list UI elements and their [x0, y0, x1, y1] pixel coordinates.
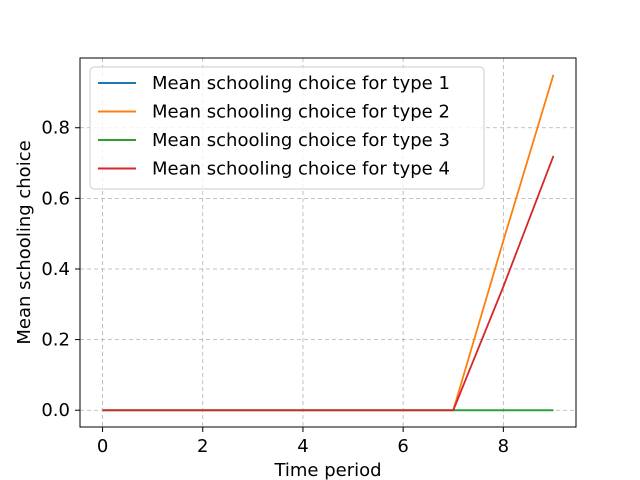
x-tick-label: 0 [97, 436, 108, 457]
legend-label-type-1: Mean schooling choice for type 1 [152, 73, 450, 94]
y-tick-label: 0.0 [41, 400, 70, 421]
x-axis-ticks: 0 2 4 6 8 [97, 427, 509, 457]
legend-label-type-3: Mean schooling choice for type 3 [152, 130, 450, 151]
y-axis-ticks: 0.0 0.2 0.4 0.6 0.8 [41, 118, 80, 421]
y-axis-label: Mean schooling choice [14, 140, 35, 344]
y-tick-label: 0.6 [41, 188, 70, 209]
y-tick-label: 0.4 [41, 259, 70, 280]
legend: Mean schooling choice for type 1 Mean sch… [89, 66, 485, 190]
x-tick-label: 8 [498, 436, 509, 457]
x-axis-label: Time period [273, 460, 381, 480]
x-tick-label: 4 [297, 436, 308, 457]
series-line-type-4 [102, 155, 555, 412]
legend-box [89, 66, 485, 190]
x-tick-label: 2 [197, 436, 208, 457]
legend-label-type-2: Mean schooling choice for type 2 [152, 102, 450, 123]
y-tick-label: 0.2 [41, 330, 70, 351]
plot-frame [79, 57, 577, 428]
legend-label-type-4: Mean schooling choice for type 4 [152, 159, 450, 180]
y-tick-label: 0.8 [41, 118, 70, 139]
series-lines [102, 74, 555, 412]
legend-entries: Mean schooling choice for type 1 Mean sch… [98, 73, 450, 180]
x-tick-label: 6 [397, 436, 408, 457]
